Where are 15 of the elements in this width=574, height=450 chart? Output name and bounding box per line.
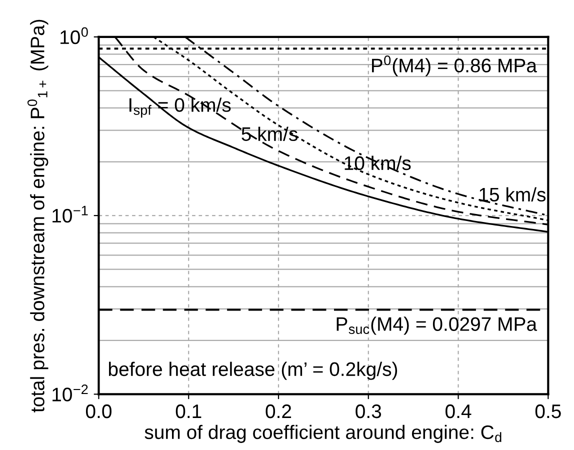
x-axis-title: sum of drag coefficient around engine: C$_{d}$	[144, 424, 502, 443]
x-tick-label: 0.0	[86, 404, 112, 418]
ref-line-label: P$^{0}$(M4) = 0.86 MPa	[372, 56, 537, 76]
x-tick-label: 0.5	[535, 404, 561, 418]
y-tick-label: 10$^{−1}$	[52, 206, 88, 223]
annotation: before heat release (m’ = 0.2kg/s)	[108, 362, 398, 380]
y-tick-label: 10$^{0}$	[60, 27, 88, 44]
x-tick-label: 0.1	[176, 404, 202, 418]
x-tick-label: 0.3	[356, 404, 382, 418]
ref-line-label: P$_{suc}$(M4) = 0.0297 MPa	[336, 316, 538, 335]
y-tick-label: 10$^{−2}$	[52, 384, 88, 402]
x-tick-label: 0.4	[446, 404, 472, 418]
x-tick-label: 0.2	[266, 404, 292, 418]
annotation: 10 km/s	[344, 156, 411, 170]
y-axis-title: total pres. downstream of engine: P$^{0}$$_{1+}$ (MPa)	[28, 20, 48, 412]
